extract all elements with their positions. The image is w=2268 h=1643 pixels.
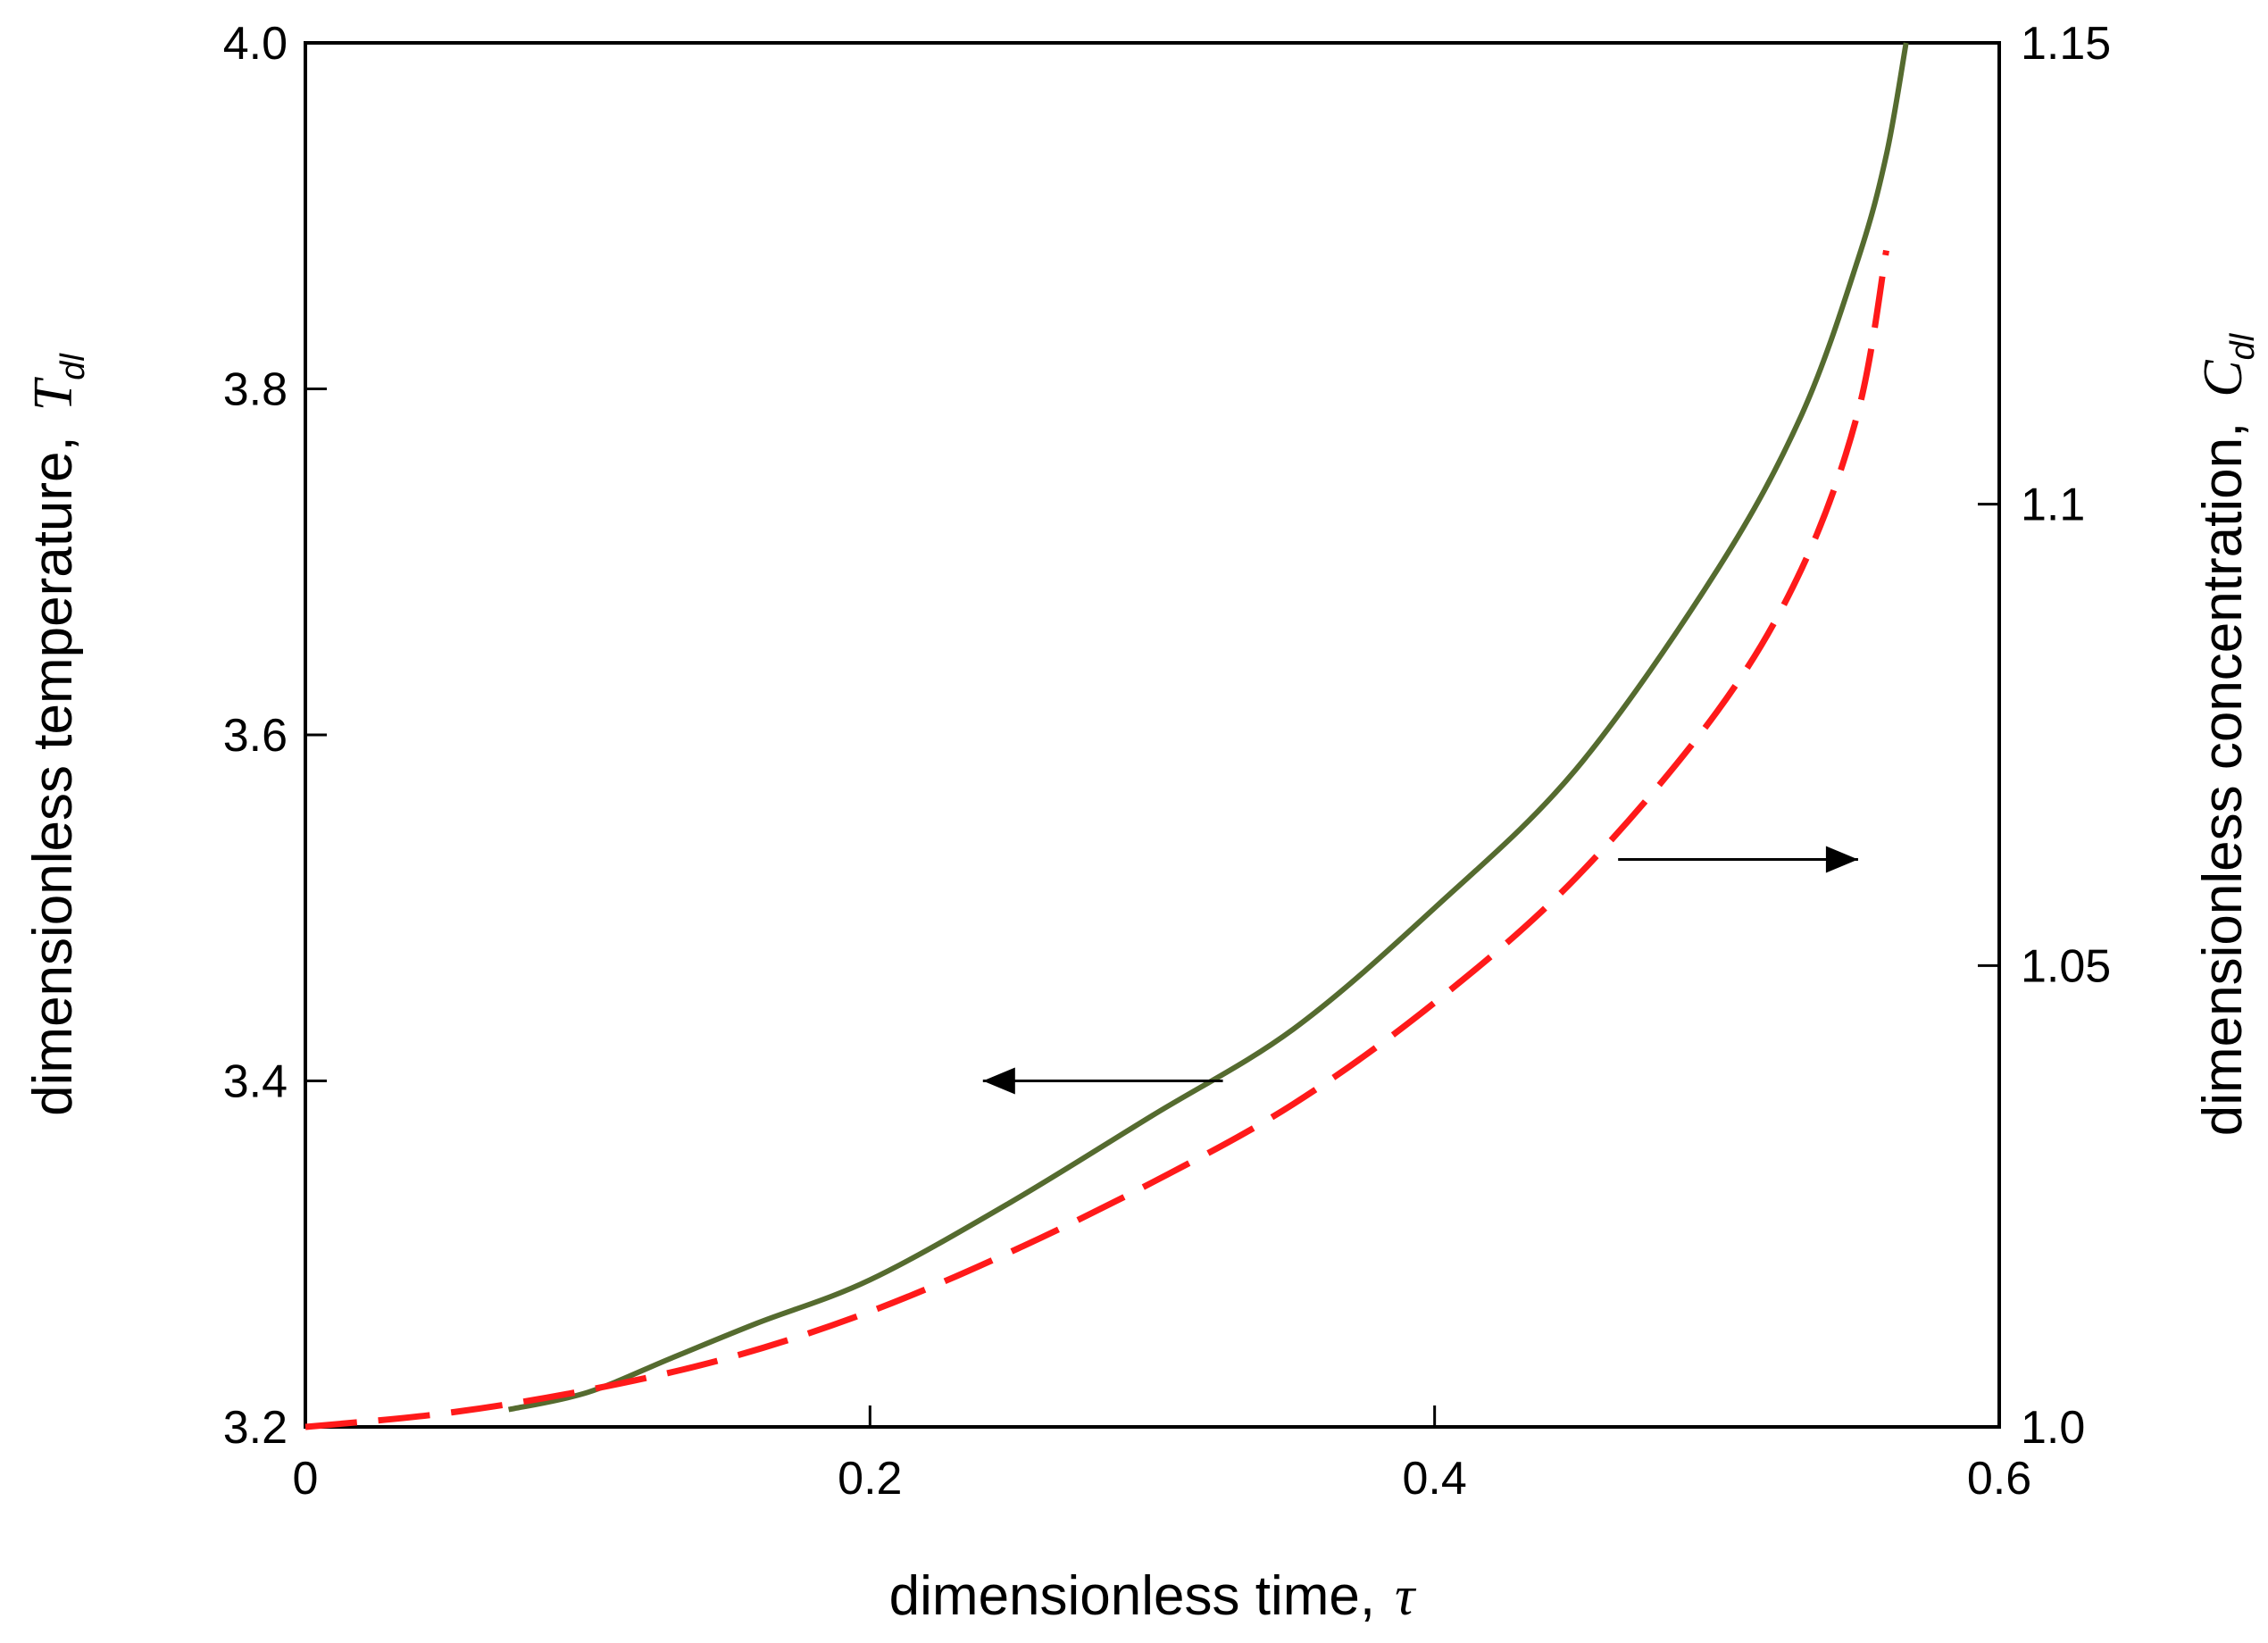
right-y-axis-title-text: dimensionless concentration,	[2192, 422, 2254, 1137]
left-y-axis-title-text: dimensionless temperature,	[22, 436, 84, 1116]
annotation-arrows	[982, 846, 1858, 1095]
x-tick-label: 0.2	[838, 1453, 902, 1505]
left-y-axis-title-symbol: T	[23, 376, 84, 411]
x-tick-label: 0.4	[1403, 1453, 1467, 1505]
x-axis-title-symbol: τ	[1395, 1566, 1417, 1627]
left-y-tick-label: 4.0	[223, 18, 288, 70]
concentration-series-line	[304, 249, 1889, 1430]
left-y-axis-title: dimensionless temperature, Tdl	[22, 353, 92, 1116]
left-y-axis-ticks: 3.2 3.4 3.6 3.8 4.0	[223, 18, 327, 1454]
left-y-tick-label: 3.4	[223, 1056, 288, 1108]
right-y-tick-label: 1.05	[2021, 940, 2111, 992]
series-group	[304, 42, 1909, 1430]
x-axis-title-text: dimensionless time,	[889, 1565, 1375, 1627]
arrow-left-head	[982, 1067, 1015, 1095]
arrow-right-head	[1825, 846, 1858, 873]
temperature-series-line	[507, 42, 1909, 1413]
right-y-tick-label: 1.0	[2021, 1402, 2085, 1454]
left-y-axis-title-subscript: dl	[54, 353, 92, 380]
right-y-tick-label: 1.1	[2021, 480, 2085, 531]
x-tick-label: 0	[293, 1453, 319, 1505]
left-y-tick-label: 3.2	[223, 1402, 288, 1454]
right-y-axis-ticks: 1.0 1.05 1.1 1.15	[1978, 18, 2111, 1454]
plot-frame	[304, 41, 2001, 1429]
left-y-tick-label: 3.8	[223, 364, 288, 416]
right-y-axis-title: dimensionless concentration, Cdl	[2192, 332, 2262, 1136]
left-y-tick-label: 3.6	[223, 710, 288, 762]
right-y-axis-title-subscript: dl	[2224, 332, 2262, 360]
x-axis-title: dimensionless time, τ	[889, 1565, 1417, 1627]
right-y-tick-label: 1.15	[2021, 18, 2111, 70]
right-y-axis-title-symbol: C	[2193, 360, 2254, 397]
x-axis-ticks: 0 0.2 0.4 0.6	[293, 1405, 2031, 1505]
x-tick-label: 0.6	[1967, 1453, 2031, 1505]
